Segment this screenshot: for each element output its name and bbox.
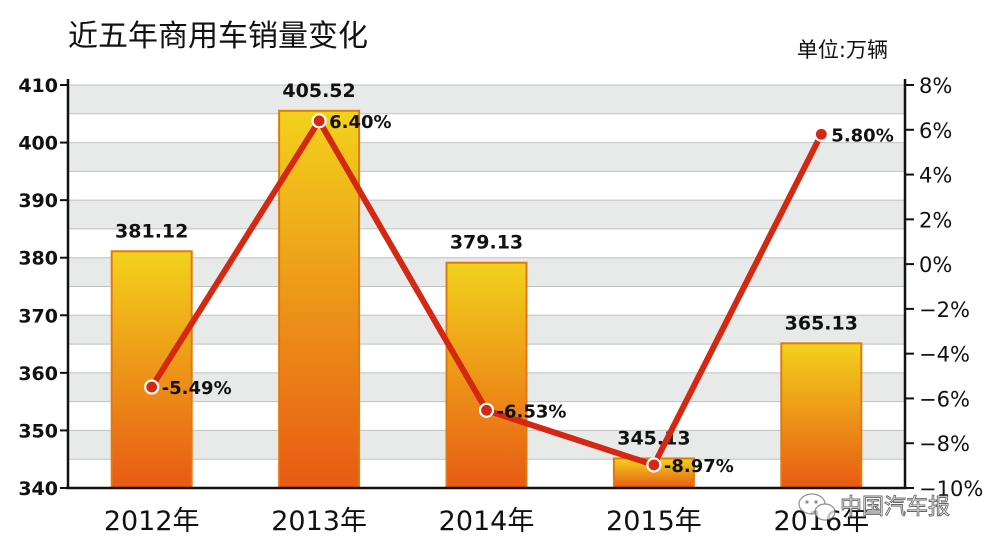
growth-point <box>478 402 495 418</box>
right-tick-label: −2% <box>919 298 970 322</box>
bar <box>780 342 863 489</box>
x-tick-label: 2015年 <box>606 506 702 537</box>
right-tick-label: 0% <box>919 253 952 277</box>
left-tick-label: 400 <box>18 133 58 155</box>
right-tick-label: 6% <box>919 119 952 143</box>
bar <box>110 250 193 489</box>
left-tick-label: 350 <box>18 420 58 442</box>
growth-point <box>311 113 327 129</box>
x-axis-ticks: 2012年 2013年 2014年 2015年 2016年 <box>104 506 869 537</box>
bar-value-label: 345.13 <box>617 427 690 449</box>
left-tick-label: 360 <box>18 363 58 385</box>
grid-band <box>68 85 905 114</box>
bars: 381.12 405.52 379.13 345.13 365.13 <box>110 80 863 490</box>
growth-point-label: -6.53% <box>497 401 567 422</box>
grid-band <box>68 200 905 229</box>
right-tick-label: 4% <box>919 164 952 188</box>
growth-point-label: 5.80% <box>831 125 893 146</box>
left-tick-label: 390 <box>18 190 58 212</box>
right-tick-label: 2% <box>919 208 952 232</box>
growth-point-label: -5.49% <box>162 378 232 399</box>
growth-point-label: -8.97% <box>664 456 734 477</box>
left-tick-label: 340 <box>18 478 58 500</box>
bar-value-label: 379.13 <box>450 232 523 254</box>
growth-line-layer: -5.49% 6.40% -6.53% -8.97% 5.80% <box>144 112 894 477</box>
wechat-icon <box>798 493 836 521</box>
grid-band <box>68 142 905 172</box>
x-tick-label: 2014年 <box>439 506 535 537</box>
growth-point <box>144 379 160 395</box>
right-axis-ticks: −10% −8% −6% −4% −2% 0% 2% 4% 6% 8% <box>905 74 983 501</box>
x-tick-label: 2012年 <box>104 506 200 537</box>
bar-value-label: 405.52 <box>282 80 355 102</box>
bar <box>445 261 528 489</box>
growth-point <box>646 457 662 473</box>
right-tick-label: −8% <box>919 432 970 456</box>
bar-value-label: 365.13 <box>785 312 858 334</box>
growth-point-label: 6.40% <box>329 112 391 133</box>
unit-label: 单位:万辆 <box>797 38 888 62</box>
watermark-text: 中国汽车报 <box>840 495 950 520</box>
left-tick-label: 410 <box>18 75 58 97</box>
left-tick-label: 380 <box>18 248 58 270</box>
left-tick-label: 370 <box>18 305 58 327</box>
right-tick-label: 8% <box>919 74 952 98</box>
right-tick-label: −4% <box>919 343 970 367</box>
bar-value-label: 381.12 <box>115 220 188 242</box>
right-tick-label: −6% <box>919 387 970 411</box>
right-tick-label: −10% <box>919 477 983 501</box>
chart-title: 近五年商用车销量变化 <box>68 19 368 54</box>
bar <box>278 109 361 490</box>
x-tick-label: 2013年 <box>271 506 367 537</box>
left-axis-ticks: 340 350 360 370 380 390 400 410 <box>18 75 68 500</box>
growth-point <box>813 126 829 142</box>
watermark: 中国汽车报 <box>798 493 950 521</box>
